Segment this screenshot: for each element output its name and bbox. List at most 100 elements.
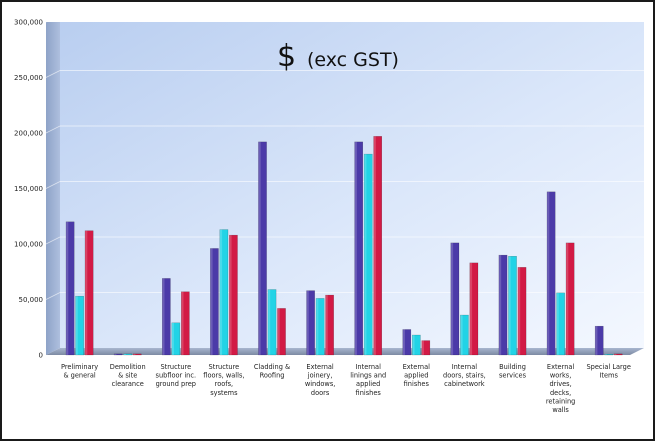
bar [354,141,364,356]
bar-highlight [614,353,617,355]
bar-highlight [325,295,328,355]
bar-highlight [547,191,550,355]
chart-title: $ (exc GST) [277,39,399,74]
y-axis: 0 50,000 100,000 150,000 200,000 250,000 300,0… [14,19,43,360]
x-category-label: Internal [355,363,381,371]
bar-highlight [517,267,521,355]
x-category-label: works, [550,372,572,380]
bar [315,298,325,356]
bar [325,294,334,356]
gridlines [45,14,644,300]
gridline-side [45,292,61,300]
x-category-label: clearance [112,380,144,388]
bar [469,262,479,356]
bar-highlight [364,154,367,355]
gridline-side [45,125,61,134]
x-category-label: drives, [549,380,571,388]
bar [373,136,383,356]
gridline-side [45,181,61,189]
y-tick-label: 50,000 [19,296,44,304]
x-category-label: decks, [550,389,571,397]
bar-highlight [306,290,309,355]
bar [258,141,267,356]
bar-highlight [566,242,569,355]
x-category-label: linings and [350,372,386,380]
bar [363,153,373,356]
x-category-label: ground prep [156,380,196,388]
bar [421,340,431,356]
y-tick-label: 0 [39,352,43,360]
bar-highlight [421,340,424,355]
gridline-side [45,14,61,23]
bar [219,229,229,356]
gridline-side [45,236,61,245]
bar [229,234,238,356]
bar [267,289,277,356]
bar [412,334,421,356]
x-category-label: services [499,372,527,380]
x-category-label: doors, stairs, [443,372,486,380]
x-category-label: systems [210,389,238,397]
bar-highlight [210,248,213,355]
bar [161,278,171,356]
gridline-side [45,70,61,78]
x-category-label: finishes [356,389,382,397]
bar [594,325,604,356]
bar [210,248,219,356]
bar [450,242,460,356]
bar-highlight [66,221,69,355]
plot-floor [46,348,644,355]
x-category-label: joinery, [307,372,333,380]
bar [613,353,623,356]
bar-highlight [229,235,232,355]
bar [508,256,517,356]
bar [113,353,123,356]
bar-highlight [469,262,473,355]
bar-highlight [75,296,78,355]
bar-highlight [556,292,559,355]
bar [65,221,75,356]
y-tick-label: 300,000 [14,19,43,27]
x-category-label: finishes [404,380,430,388]
bar [546,191,556,356]
bar [132,353,142,356]
x-category-label: Structure [160,363,191,371]
y-tick-label: 150,000 [14,185,43,193]
x-category-label: Cladding & [254,363,290,371]
bar-highlight [373,136,376,355]
x-category-label: walls [552,406,569,414]
x-category-label: External [403,363,431,371]
bar-highlight [498,255,502,355]
bar [84,230,94,356]
bar [171,322,181,356]
title-text: (exc GST) [307,49,399,71]
x-category-label: floors, walls, [203,372,244,380]
y-tick-label: 250,000 [14,74,43,82]
x-category-label: windows, [305,380,336,388]
bar-highlight [460,315,463,355]
bar [75,295,84,356]
x-category-label: applied [356,380,380,388]
x-category-label: Items [599,372,618,380]
bar-highlight [85,230,88,355]
bar [556,292,565,356]
bar-highlight [450,242,454,355]
bar-highlight [171,322,174,355]
x-category-label: & site [118,372,137,380]
bar-highlight [508,256,511,355]
x-category-label: Demolition [110,363,146,371]
bar [277,308,286,356]
bar-highlight [354,141,357,355]
bar-highlight [267,289,271,355]
bar-highlight [162,278,165,355]
bar [123,353,132,356]
bar [402,329,412,356]
bar [180,291,190,356]
bar-highlight [181,291,184,355]
plot-side-wall [46,22,60,355]
x-category-label: External [306,363,334,371]
bar-highlight [604,354,607,355]
x-axis-labels: Preliminary& general Demolition& siteclea… [61,363,631,414]
bar-highlight [219,229,223,355]
